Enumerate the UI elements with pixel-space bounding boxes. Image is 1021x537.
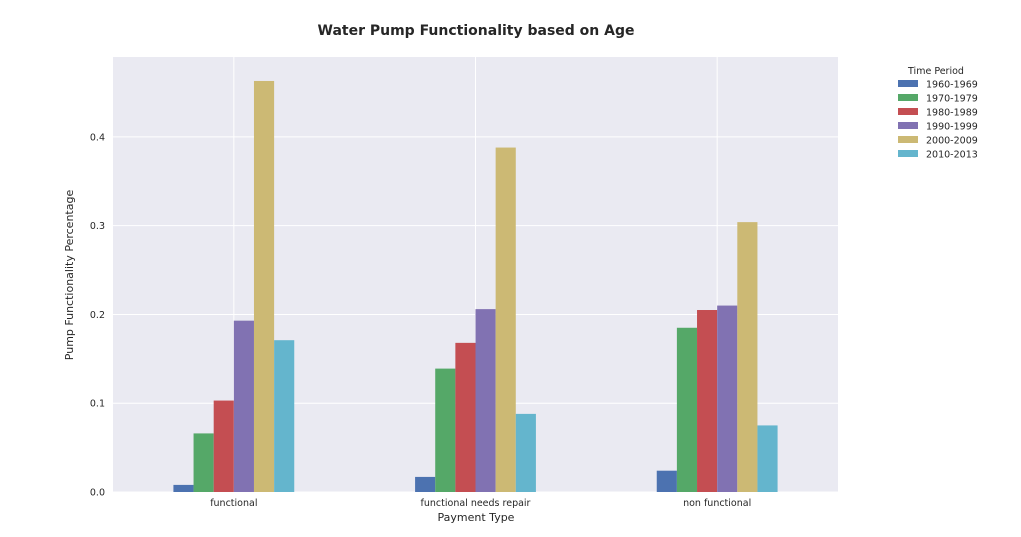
x-tick-label: functional [210, 498, 257, 509]
legend-swatch [898, 150, 918, 157]
bars [173, 80, 778, 493]
legend-label: 2000-2009 [926, 136, 978, 147]
bar-1990-1999-functional-needs-repair [475, 309, 496, 492]
x-axis-ticks: functional functional needs repair non fun… [210, 498, 751, 509]
legend-label: 1990-1999 [926, 122, 978, 133]
y-axis-ticks: 0.0 0.1 0.2 0.3 0.4 [90, 132, 105, 498]
x-tick-label: non functional [683, 498, 751, 509]
legend-label: 2010-2013 [926, 150, 978, 161]
bar-1980-1989-functional [213, 400, 234, 492]
bar-1970-1979-functional [193, 433, 214, 492]
legend-swatch [898, 108, 918, 115]
legend-title: Time Period [907, 66, 964, 77]
y-tick-label: 0.3 [90, 221, 105, 232]
bar-1990-1999-functional [233, 320, 254, 492]
bar-2010-2013-functional [274, 340, 295, 492]
legend-swatch [898, 136, 918, 143]
bar-1980-1989-functional-needs-repair [455, 342, 476, 492]
x-axis-label: Payment Type [438, 511, 515, 524]
legend-swatch [898, 80, 918, 87]
bar-1960-1969-non-functional [656, 470, 677, 492]
y-tick-label: 0.0 [90, 488, 105, 499]
y-tick-label: 0.2 [90, 310, 105, 321]
bar-1970-1979-non-functional [676, 327, 698, 492]
y-axis-label: Pump Functionality Percentage [63, 190, 76, 361]
legend-label: 1980-1989 [926, 108, 978, 119]
x-tick-label: functional needs repair [421, 498, 531, 509]
legend-label: 1970-1979 [926, 94, 978, 105]
y-tick-label: 0.4 [90, 132, 105, 143]
bar-2010-2013-non-functional [757, 425, 778, 492]
bar-2000-2009-non-functional [737, 222, 758, 493]
bar-1960-1969-functional [173, 484, 194, 492]
bar-1990-1999-non-functional [717, 305, 738, 492]
y-tick-label: 0.1 [90, 399, 105, 410]
bar-1970-1979-functional-needs-repair [435, 368, 456, 492]
bar-1980-1989-non-functional [697, 310, 718, 492]
legend: Time Period 1960-1969 1970-1979 1980-1989 1… [898, 66, 978, 161]
chart-title: Water Pump Functionality based on Age [318, 23, 635, 39]
legend-swatch [898, 122, 918, 129]
bar-1960-1969-functional-needs-repair [415, 476, 436, 492]
legend-label: 1960-1969 [926, 80, 978, 91]
bar-2000-2009-functional-needs-repair [495, 147, 516, 492]
bar-2000-2009-functional [253, 80, 275, 492]
legend-swatch [898, 94, 918, 101]
bar-2010-2013-functional-needs-repair [515, 413, 536, 492]
